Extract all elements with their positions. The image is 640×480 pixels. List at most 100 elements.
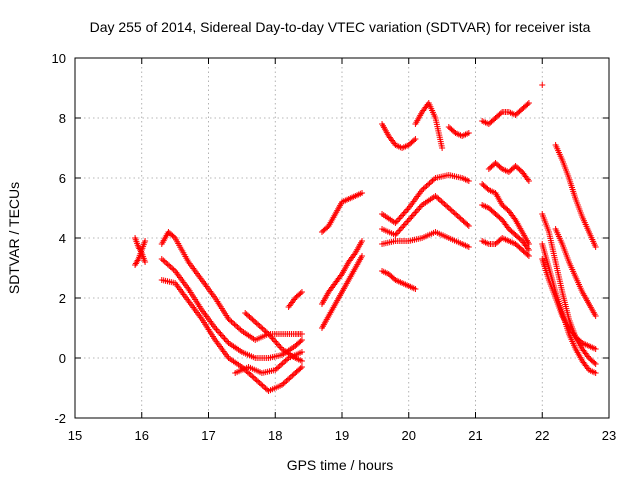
data-point bbox=[393, 230, 400, 237]
data-point bbox=[454, 213, 461, 219]
data-point bbox=[249, 316, 256, 323]
data-point bbox=[397, 214, 404, 220]
data-point bbox=[404, 218, 411, 225]
data-point bbox=[411, 137, 418, 144]
data-point bbox=[276, 343, 283, 349]
data-point bbox=[250, 317, 257, 324]
data-point bbox=[273, 340, 280, 346]
data-point bbox=[229, 320, 236, 326]
data-point bbox=[577, 338, 584, 345]
data-point bbox=[264, 329, 271, 336]
data-point bbox=[438, 198, 445, 205]
data-point bbox=[445, 205, 452, 211]
data-point bbox=[261, 384, 268, 390]
data-point bbox=[525, 178, 532, 184]
y-tick-label: 4 bbox=[59, 231, 66, 246]
data-point bbox=[222, 337, 229, 343]
data-point bbox=[232, 322, 239, 329]
data-point bbox=[218, 332, 225, 339]
data-point bbox=[261, 327, 268, 333]
data-point bbox=[258, 324, 265, 331]
data-point bbox=[278, 382, 285, 388]
series-arc bbox=[318, 190, 366, 235]
data-point bbox=[359, 238, 366, 244]
data-point bbox=[255, 321, 262, 328]
data-point bbox=[272, 367, 279, 373]
y-tick-label: 8 bbox=[59, 111, 66, 126]
data-point bbox=[442, 202, 449, 209]
series-arc bbox=[158, 277, 305, 394]
data-point bbox=[224, 338, 231, 345]
data-point bbox=[270, 337, 277, 343]
data-point bbox=[409, 212, 416, 219]
data-point bbox=[245, 312, 252, 319]
series-arc bbox=[539, 82, 546, 88]
data-point bbox=[399, 212, 406, 219]
data-point bbox=[286, 375, 293, 382]
data-point bbox=[430, 176, 437, 183]
series-arc bbox=[479, 181, 532, 247]
data-point bbox=[592, 346, 599, 352]
data-point bbox=[250, 374, 257, 381]
data-point bbox=[412, 286, 419, 292]
x-tick-label: 19 bbox=[335, 428, 349, 443]
data-point bbox=[403, 208, 410, 214]
data-point bbox=[214, 328, 221, 334]
data-point bbox=[391, 275, 398, 282]
data-point bbox=[158, 256, 165, 262]
data-point bbox=[401, 221, 408, 228]
data-point bbox=[524, 251, 531, 258]
data-point bbox=[235, 325, 242, 332]
data-point bbox=[281, 359, 288, 365]
x-tick-label: 21 bbox=[468, 428, 482, 443]
data-point bbox=[256, 323, 263, 329]
data-point bbox=[429, 177, 436, 184]
x-tick-label: 22 bbox=[535, 428, 549, 443]
data-point bbox=[297, 365, 304, 372]
data-point bbox=[279, 360, 286, 367]
data-point bbox=[359, 190, 366, 196]
data-point bbox=[167, 264, 174, 270]
data-point bbox=[252, 319, 259, 325]
data-point bbox=[412, 209, 419, 216]
series-arc bbox=[158, 256, 305, 361]
plot-frame bbox=[74, 57, 610, 419]
data-point bbox=[524, 101, 531, 108]
series-arc bbox=[552, 226, 599, 319]
data-point bbox=[415, 206, 422, 213]
y-tick-label: 0 bbox=[59, 351, 66, 366]
data-point bbox=[399, 224, 406, 231]
data-point bbox=[422, 184, 429, 191]
data-point bbox=[253, 377, 260, 384]
x-axis-label: GPS time / hours bbox=[287, 457, 394, 473]
data-point bbox=[280, 380, 287, 387]
data-point bbox=[439, 199, 446, 206]
data-point bbox=[525, 253, 532, 259]
data-point bbox=[276, 363, 283, 369]
data-point bbox=[262, 385, 269, 392]
data-point bbox=[433, 194, 440, 201]
data-point bbox=[259, 382, 266, 389]
data-point bbox=[428, 179, 434, 185]
data-point bbox=[244, 369, 251, 376]
data-point bbox=[400, 211, 407, 217]
data-point bbox=[423, 183, 430, 189]
data-point bbox=[237, 326, 244, 333]
data-point bbox=[284, 376, 291, 383]
data-point bbox=[297, 290, 304, 297]
x-tick-label: 20 bbox=[402, 428, 416, 443]
y-tick-label: 2 bbox=[59, 291, 66, 306]
series-arc bbox=[552, 142, 599, 250]
chart-title: Day 255 of 2014, Sidereal Day-to-day VTE… bbox=[90, 19, 591, 35]
data-point bbox=[298, 331, 305, 337]
series-arc bbox=[379, 268, 419, 292]
data-point bbox=[246, 313, 253, 320]
series-arc bbox=[158, 229, 305, 343]
data-point bbox=[405, 217, 412, 223]
data-point bbox=[278, 361, 285, 368]
data-point bbox=[407, 215, 414, 222]
x-tick-label: 17 bbox=[201, 428, 215, 443]
data-point bbox=[453, 211, 460, 218]
data-point bbox=[525, 100, 532, 106]
